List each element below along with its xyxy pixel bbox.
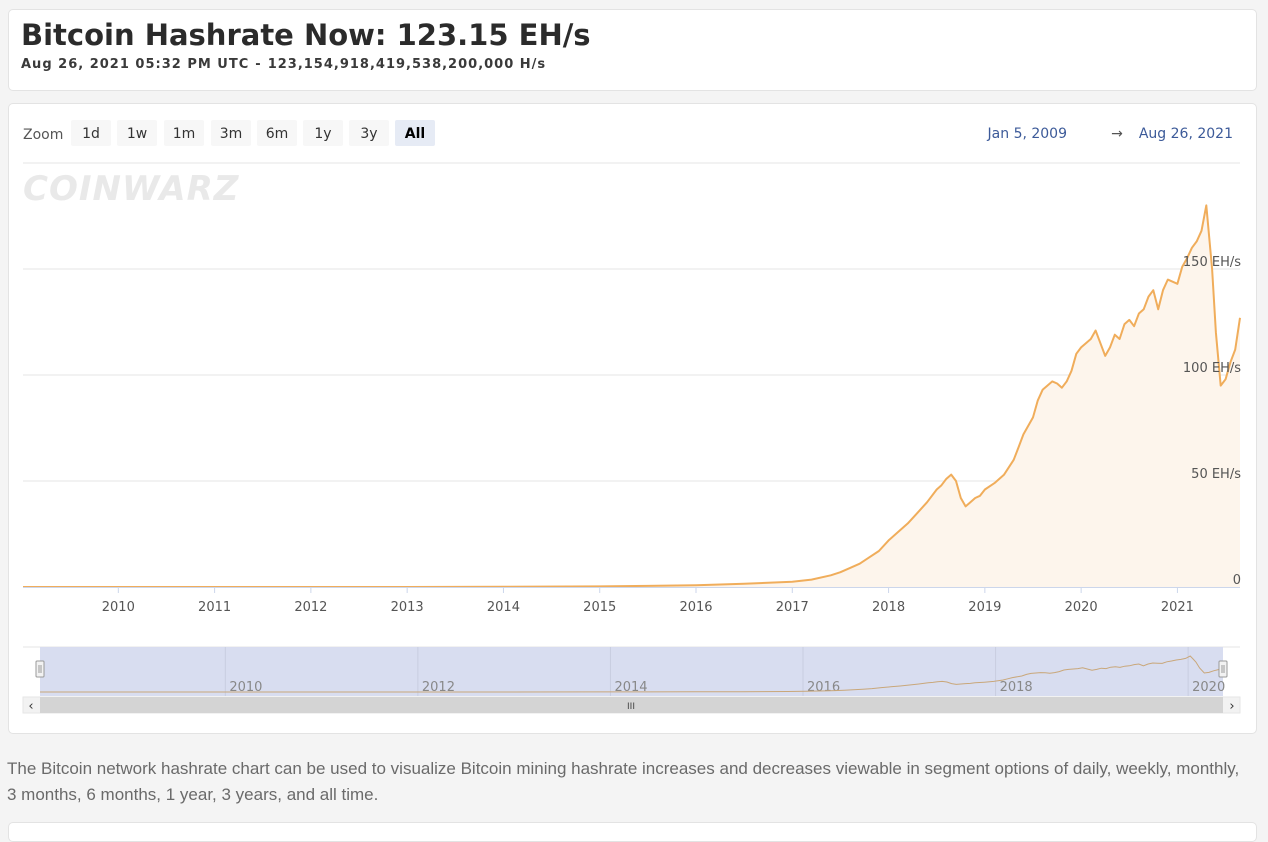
svg-text:3m: 3m bbox=[220, 126, 243, 142]
zoom-button-6m[interactable]: 6m bbox=[257, 120, 297, 146]
svg-text:1m: 1m bbox=[173, 126, 196, 142]
navigator-handle-left[interactable] bbox=[35, 660, 45, 678]
svg-text:6m: 6m bbox=[266, 126, 289, 142]
series-line bbox=[23, 204, 1241, 588]
navigator-label: 2020 bbox=[1192, 680, 1225, 695]
navigator-handle-right[interactable] bbox=[1218, 660, 1228, 678]
x-tick-label: 2012 bbox=[294, 600, 327, 615]
x-tick-label: 2020 bbox=[1065, 600, 1098, 615]
x-tick-label: 2017 bbox=[776, 600, 809, 615]
page-title: Bitcoin Hashrate Now: 123.15 EH/s bbox=[21, 18, 591, 52]
navigator-label: 2010 bbox=[229, 680, 262, 695]
zoom-button-3y[interactable]: 3y bbox=[349, 120, 389, 146]
navigator-label: 2018 bbox=[1000, 680, 1033, 695]
svg-text:All: All bbox=[405, 126, 425, 142]
hashrate-raw: 123,154,918,419,538,200,000 H/s bbox=[267, 57, 547, 72]
svg-text:1y: 1y bbox=[314, 126, 331, 142]
zoom-button-1d[interactable]: 1d bbox=[71, 120, 111, 146]
svg-text:1d: 1d bbox=[82, 126, 100, 142]
zoom-button-3m[interactable]: 3m bbox=[211, 120, 251, 146]
zoom-button-1y[interactable]: 1y bbox=[303, 120, 343, 146]
separator: - bbox=[255, 57, 262, 72]
navigator-label: 2014 bbox=[614, 680, 647, 695]
x-tick-label: 2015 bbox=[583, 600, 616, 615]
svg-text:1w: 1w bbox=[127, 126, 147, 142]
x-tick-label: 2013 bbox=[391, 600, 424, 615]
next-card bbox=[8, 822, 1257, 842]
x-tick-label: 2021 bbox=[1161, 600, 1194, 615]
x-tick-label: 2016 bbox=[679, 600, 712, 615]
header-card: Bitcoin Hashrate Now: 123.15 EH/s Aug 26… bbox=[8, 9, 1257, 91]
y-tick-label: 50 EH/s bbox=[1191, 467, 1241, 482]
watermark-logo: COINWARZ bbox=[23, 169, 240, 209]
x-tick-label: 2019 bbox=[968, 600, 1001, 615]
page-subtitle: Aug 26, 2021 05:32 PM UTC -123,154,918,41… bbox=[21, 57, 546, 72]
scrollbar-thumb[interactable] bbox=[40, 697, 1223, 713]
navigator-series bbox=[40, 655, 1224, 693]
y-tick-label: 150 EH/s bbox=[1183, 255, 1241, 270]
chart-card: Zoom 1d 1w 1m 3m 6m 1y 3y All Jan 5, 2009 → Aug 26,… bbox=[8, 103, 1257, 734]
scroll-left-icon[interactable]: ‹ bbox=[28, 699, 33, 714]
zoom-button-1w[interactable]: 1w bbox=[117, 120, 157, 146]
navigator-label: 2016 bbox=[807, 680, 840, 695]
x-tick-label: 2018 bbox=[872, 600, 905, 615]
range-to-input[interactable]: Aug 26, 2021 bbox=[1139, 126, 1233, 142]
zoom-button-1m[interactable]: 1m bbox=[164, 120, 204, 146]
chart-description: The Bitcoin network hashrate chart can b… bbox=[7, 759, 1240, 804]
scrollbar-grip-icon: III bbox=[627, 702, 635, 712]
x-tick-label: 2014 bbox=[487, 600, 520, 615]
navigator-label: 2012 bbox=[422, 680, 455, 695]
hashrate-chart: Zoom 1d 1w 1m 3m 6m 1y 3y All Jan 5, 2009 → Aug 26,… bbox=[22, 120, 1241, 714]
navigator-selection[interactable] bbox=[40, 647, 1223, 696]
timestamp: Aug 26, 2021 05:32 PM UTC bbox=[21, 57, 250, 72]
scroll-right-icon[interactable]: › bbox=[1229, 699, 1234, 714]
zoom-label: Zoom bbox=[23, 127, 63, 143]
svg-text:3y: 3y bbox=[360, 126, 377, 142]
range-from-input[interactable]: Jan 5, 2009 bbox=[987, 126, 1067, 142]
series-area bbox=[23, 205, 1240, 587]
x-tick-label: 2010 bbox=[102, 600, 135, 615]
range-arrow: → bbox=[1111, 126, 1123, 142]
zoom-button-all[interactable]: All bbox=[395, 120, 435, 146]
y-tick-label: 0 bbox=[1233, 573, 1241, 588]
y-tick-label: 100 EH/s bbox=[1183, 361, 1241, 376]
x-tick-label: 2011 bbox=[198, 600, 231, 615]
